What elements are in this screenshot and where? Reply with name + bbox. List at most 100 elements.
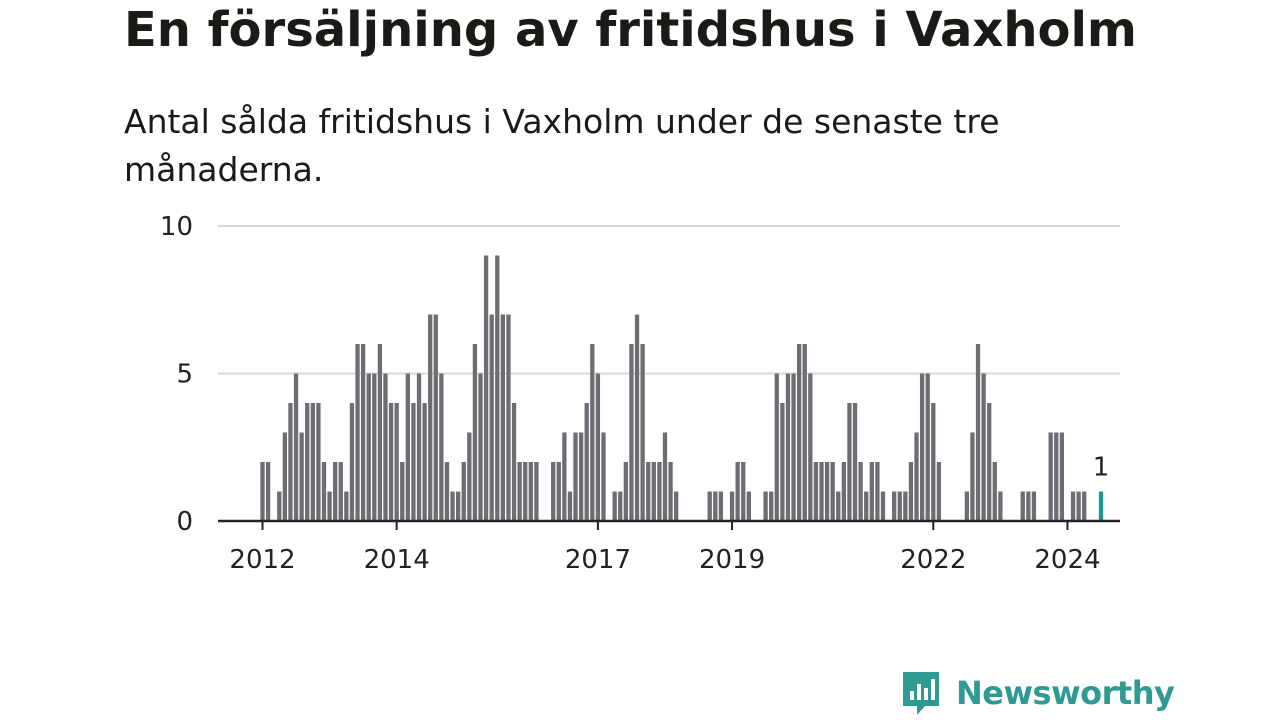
bar xyxy=(277,491,282,521)
bar xyxy=(774,373,779,521)
bar xyxy=(282,432,288,521)
y-axis-labels: 0 5 10 xyxy=(160,212,193,537)
bar xyxy=(573,432,578,521)
bar xyxy=(964,491,969,521)
bar xyxy=(981,373,986,521)
bar xyxy=(819,462,824,521)
bar xyxy=(344,491,349,521)
bar xyxy=(523,462,528,521)
bar-latest xyxy=(1098,491,1104,521)
bar xyxy=(713,491,718,521)
bar xyxy=(1020,491,1025,521)
bar xyxy=(327,491,332,521)
bar xyxy=(489,314,494,521)
bar xyxy=(500,314,506,521)
bar xyxy=(746,491,751,521)
bar xyxy=(657,462,662,521)
bar xyxy=(780,403,785,521)
bar xyxy=(808,373,813,521)
bar xyxy=(662,432,668,521)
bar xyxy=(769,491,774,521)
bar-chart: 0 5 10 2012 2014 2017 2019 2022 2024 1 xyxy=(160,212,1120,575)
bar xyxy=(595,373,601,521)
bar xyxy=(987,403,992,521)
bar xyxy=(741,462,746,521)
bar xyxy=(785,373,791,521)
bar xyxy=(551,462,556,521)
bar xyxy=(355,344,360,521)
bar xyxy=(394,403,399,521)
bar xyxy=(1054,432,1059,521)
chart-subtitle: Antal sålda fritidshus i Vaxholm under d… xyxy=(124,102,1000,189)
bar xyxy=(623,462,628,521)
gridlines xyxy=(218,225,1120,375)
y-tick-label: 10 xyxy=(160,212,193,242)
bar xyxy=(903,491,908,521)
bar xyxy=(813,462,819,521)
bar xyxy=(791,373,796,521)
bar xyxy=(931,403,936,521)
bar xyxy=(925,373,930,521)
bar xyxy=(1048,432,1053,521)
bar xyxy=(310,403,315,521)
bar xyxy=(428,314,433,521)
bar xyxy=(528,462,533,521)
bar xyxy=(651,462,656,521)
bar xyxy=(847,403,852,521)
y-tick-label: 0 xyxy=(176,507,193,537)
bar xyxy=(1031,491,1037,521)
bar xyxy=(472,344,478,521)
bar xyxy=(411,403,416,521)
bar xyxy=(556,462,561,521)
bars xyxy=(260,255,1104,521)
bar xyxy=(444,462,450,521)
bar xyxy=(763,491,768,521)
bar xyxy=(400,462,405,521)
chart-title: En försäljning av fritidshus i Vaxholm xyxy=(124,2,1137,58)
bar xyxy=(729,491,735,521)
bar xyxy=(467,432,472,521)
bar xyxy=(640,344,645,521)
y-tick-label: 5 xyxy=(176,360,193,390)
bar xyxy=(601,432,606,521)
bar xyxy=(970,432,975,521)
bar xyxy=(366,373,371,521)
x-tick-label: 2014 xyxy=(364,545,430,575)
bar xyxy=(718,491,724,521)
bar xyxy=(824,462,830,521)
bar xyxy=(864,491,869,521)
bar xyxy=(483,255,489,521)
bar xyxy=(456,491,461,521)
bar xyxy=(975,344,981,521)
bar xyxy=(914,432,919,521)
bar xyxy=(892,491,897,521)
bar xyxy=(830,462,835,521)
x-axis xyxy=(218,519,1120,530)
x-tick-label: 2022 xyxy=(900,545,966,575)
bar xyxy=(936,462,942,521)
bar xyxy=(333,462,338,521)
bar xyxy=(305,403,310,521)
bar xyxy=(919,373,925,521)
bar xyxy=(517,462,522,521)
bar xyxy=(567,491,573,521)
x-tick-label: 2019 xyxy=(699,545,765,575)
bar xyxy=(584,403,589,521)
bar xyxy=(288,403,293,521)
bar xyxy=(506,314,511,521)
bar xyxy=(634,314,640,521)
bar xyxy=(299,432,304,521)
bar xyxy=(674,491,679,521)
data-label-latest: 1 xyxy=(1093,453,1110,483)
bar xyxy=(836,491,841,521)
bar xyxy=(707,491,712,521)
bar xyxy=(405,373,410,521)
bar xyxy=(461,462,466,521)
bar xyxy=(416,373,422,521)
bar xyxy=(360,344,366,521)
logo-text: Newsworthy xyxy=(956,674,1175,712)
bar xyxy=(260,462,265,521)
bar xyxy=(495,255,500,521)
bar xyxy=(265,462,271,521)
bar xyxy=(590,344,595,521)
